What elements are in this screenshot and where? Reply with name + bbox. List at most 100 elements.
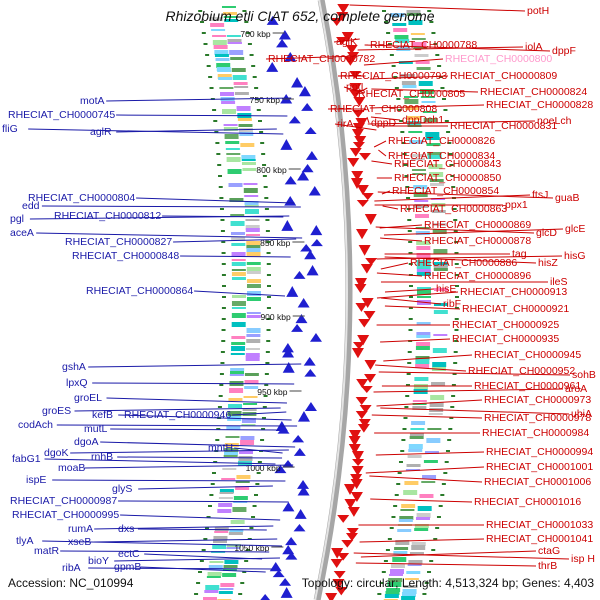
feature-block [409,140,424,144]
feature-block [246,279,261,283]
scale-label: 850 kbp [260,238,291,248]
feature-block [414,54,429,57]
feature-block [223,455,238,457]
leader-line [44,458,276,465]
gene-arrow-forward [304,369,317,377]
feature-block [223,127,238,131]
leader-line [364,44,551,52]
gene-arrow-reverse [347,507,360,517]
gene-label-left: RHECIAT_CH0000745 [8,109,115,121]
feature-block [414,528,429,531]
feature-block [227,411,242,416]
feature-block [223,124,238,126]
ring-dot [450,175,455,177]
ring-dot [449,164,454,166]
leader-line [60,550,270,553]
ring-dot [406,373,411,375]
feature-block [416,513,431,518]
gene-arrow-forward [306,265,319,276]
feature-block [416,246,431,250]
gene-label-left: fliG [2,123,18,135]
gene-label-right: aroA [565,383,587,395]
feature-block [244,195,259,197]
feature-block [243,403,258,405]
gene-label-left: dgoA [74,436,99,448]
gene-label-right: hisG [564,250,586,262]
gene-arrow-reverse [337,553,350,561]
gene-arrow-reverse [351,466,364,476]
gene-arrow-reverse [360,386,373,394]
gene-arrow-forward [301,103,314,111]
feature-block [223,452,238,455]
ring-dot [407,362,412,364]
topology-text: Topology: circular; Length: 4,513,324 bp… [301,576,594,590]
feature-block [400,509,415,511]
feature-block [411,542,426,546]
feature-block [403,585,418,588]
feature-block [244,380,259,384]
feature-block [227,169,242,174]
gene-label-left: matR [34,545,60,557]
feature-block [219,489,234,493]
ring-dot [400,450,405,452]
feature-block [423,118,438,122]
gene-arrow-reverse [354,136,367,146]
feature-block [408,131,423,133]
feature-block [411,38,426,40]
ring-dot [382,10,387,12]
gene-arrow-forward [297,480,310,489]
feature-block [427,155,442,159]
ring-dot [251,516,256,518]
feature-block [430,395,445,400]
ring-dot [437,65,442,67]
ring-dot [438,505,443,507]
ring-dot [401,439,406,441]
feature-block [244,386,259,389]
feature-block [415,359,430,364]
gene-label-right: RHECIAT_CH0000863 [400,203,507,215]
ring-dot [383,560,388,562]
gene-arrow-forward [279,578,292,586]
ring-dot [212,109,217,111]
gene-label-right: RHECIAT_CH0000828 [486,99,593,111]
gene-arrow-forward [284,176,297,185]
feature-block [240,440,255,445]
scale-label: 900 kbp [260,312,291,322]
ring-dot [256,109,261,111]
feature-block [429,172,444,177]
ring-dot [260,142,265,144]
feature-block [229,198,244,202]
ring-dot [218,175,223,177]
feature-block [416,296,431,298]
ring-dot [249,527,254,529]
feature-block [415,364,430,368]
ring-dot [452,208,457,210]
feature-block [246,312,261,314]
ring-dot [384,21,389,23]
ring-dot [266,340,271,342]
feature-block [412,173,427,175]
ring-dot [407,230,412,232]
ring-dot [394,494,399,496]
leader-line [84,464,294,469]
gene-arrow-reverse [363,311,376,320]
feature-block [432,229,447,234]
gene-arrow-reverse [344,484,357,495]
leader-line [383,228,564,236]
feature-block [416,335,431,338]
leader-line [380,338,451,343]
ring-dot [203,43,208,45]
ring-dot [454,274,459,276]
gene-arrow-forward [310,239,323,247]
gene-label-right: RHECIAT_CH0000935 [452,333,559,345]
feature-block [241,155,256,159]
ring-dot [407,351,412,353]
feature-block [241,162,256,165]
feature-block [238,128,253,133]
ring-dot [261,428,266,430]
feature-block [223,12,238,15]
leader-line [265,55,359,60]
feature-block [231,346,246,351]
leader-line [357,46,524,51]
